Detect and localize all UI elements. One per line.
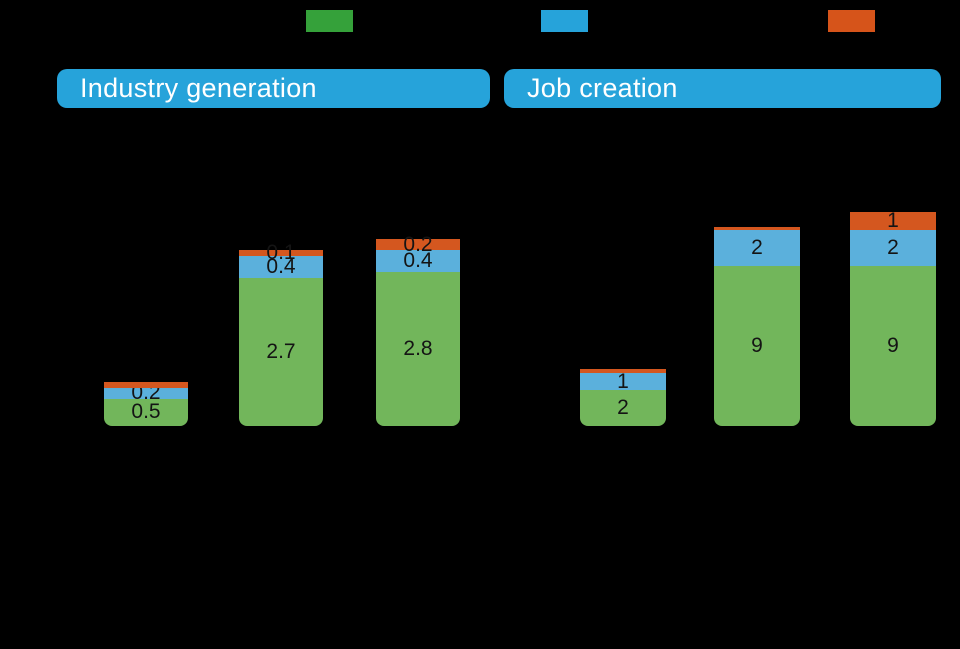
panel-title-industry-generation-label: Industry generation bbox=[80, 73, 317, 103]
bar-1-3-segment-green bbox=[376, 272, 460, 426]
bar-1-2-segment-green bbox=[239, 277, 323, 426]
bar-1-2-segment-blue bbox=[239, 255, 323, 278]
bar-2-3-segment-blue bbox=[850, 230, 936, 266]
legend-orange-series-swatch bbox=[828, 10, 875, 32]
bar-1-1-segment-green bbox=[104, 398, 188, 426]
legend-blue-series-swatch bbox=[541, 10, 588, 32]
bar-2-1-segment-orange bbox=[580, 369, 666, 373]
bar-2-1-segment-green bbox=[580, 390, 666, 426]
bar-2-3-segment-green bbox=[850, 265, 936, 426]
panel-title-job-creation: Job creation bbox=[504, 69, 941, 108]
bar-1-1-segment-orange bbox=[104, 382, 188, 388]
bar-2-2-segment-orange bbox=[714, 226, 800, 231]
bar-2-1-segment-blue bbox=[580, 372, 666, 391]
bar-2-2-segment-green bbox=[714, 265, 800, 426]
panel-title-industry-generation: Industry generation bbox=[57, 69, 490, 108]
legend-green-series-swatch bbox=[306, 10, 353, 32]
bar-2-3-segment-orange bbox=[850, 212, 936, 231]
bar-1-3-segment-blue bbox=[376, 250, 460, 272]
bar-1-2-segment-orange bbox=[239, 250, 323, 256]
bar-1-3-segment-orange bbox=[376, 239, 460, 250]
panel-title-job-creation-label: Job creation bbox=[527, 73, 678, 103]
bar-1-1-segment-blue bbox=[104, 387, 188, 399]
bar-2-2-segment-blue bbox=[714, 230, 800, 266]
